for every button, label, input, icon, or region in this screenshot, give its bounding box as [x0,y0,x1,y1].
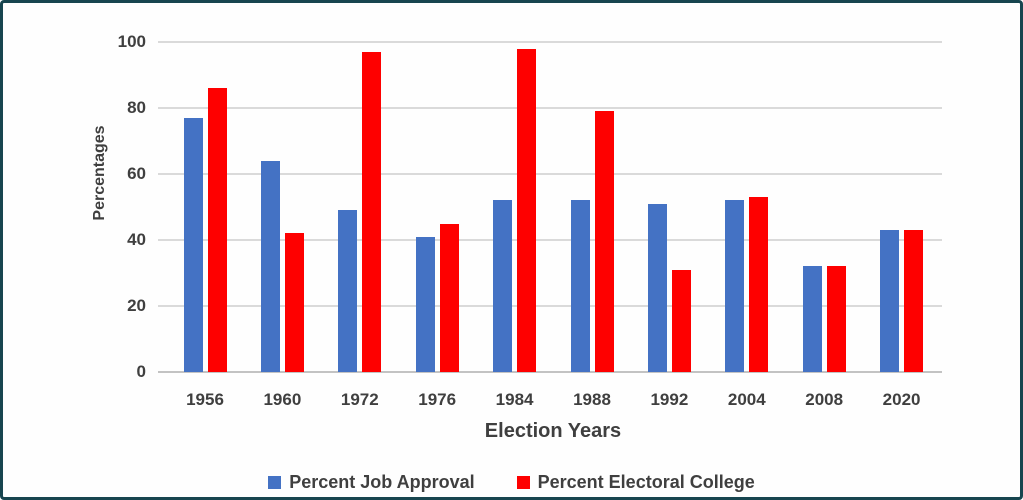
x-tick-label-2008: 2008 [805,390,844,409]
y-tick-label-60: 60 [127,164,146,183]
x-tick-label-1992: 1992 [650,390,689,409]
gridline-80 [158,107,942,109]
gridline-60 [158,173,942,175]
bar-2008-job-approval [802,266,822,372]
bar-1992-job-approval [647,203,667,372]
gridline-100 [158,41,942,43]
x-tick-label-1972: 1972 [340,390,379,409]
x-tick-label-1988: 1988 [573,390,611,409]
y-tick-label-0: 0 [136,362,146,381]
bar-2008-electoral-college [826,266,846,372]
gridline-20 [158,305,942,307]
bar-1972-job-approval [338,210,358,372]
x-tick-label-1960: 1960 [263,390,302,409]
x-tick-label-2020: 2020 [882,390,921,409]
x-tick-label-1984: 1984 [495,390,534,409]
bar-1984-job-approval [493,200,513,372]
bar-1976-electoral-college [439,223,459,372]
y-tick-label-80: 80 [127,98,146,117]
legend-label: Percent Job Approval [289,472,475,492]
x-tick-label-2004: 2004 [727,390,766,409]
gridline-40 [158,239,942,241]
legend: Percent Job Approval Percent Electoral Co… [0,472,1023,493]
x-axis-title: Election Years [484,420,622,442]
legend-swatch-icon [268,476,282,489]
legend-swatch-icon [516,476,530,489]
x-tick-label-1956: 1956 [186,390,224,409]
bar-1956-job-approval [183,117,203,372]
bar-2020-electoral-college [904,230,924,372]
legend-label: Percent Electoral College [537,472,755,492]
bar-1992-electoral-college [671,269,691,372]
bar-1960-job-approval [260,160,280,372]
y-tick-label-40: 40 [127,230,146,249]
bar-1960-electoral-college [284,233,304,372]
gridline-0 [158,371,942,373]
bar-1984-electoral-college [517,48,537,372]
bar-1976-job-approval [415,236,435,372]
y-tick-label-100: 100 [117,32,146,51]
bar-1956-electoral-college [207,88,227,372]
bar-1988-job-approval [570,200,590,372]
bar-2004-job-approval [725,200,745,372]
bar-2020-job-approval [880,230,900,372]
bar-2004-electoral-college [749,197,769,372]
legend-item-electoral-college: Percent Electoral College [516,472,755,493]
legend-item-job-approval: Percent Job Approval [268,472,475,493]
bar-1972-electoral-college [362,51,382,372]
x-tick-label-1976: 1976 [418,390,457,409]
bar-1988-electoral-college [594,111,614,372]
y-tick-label-20: 20 [127,296,146,315]
